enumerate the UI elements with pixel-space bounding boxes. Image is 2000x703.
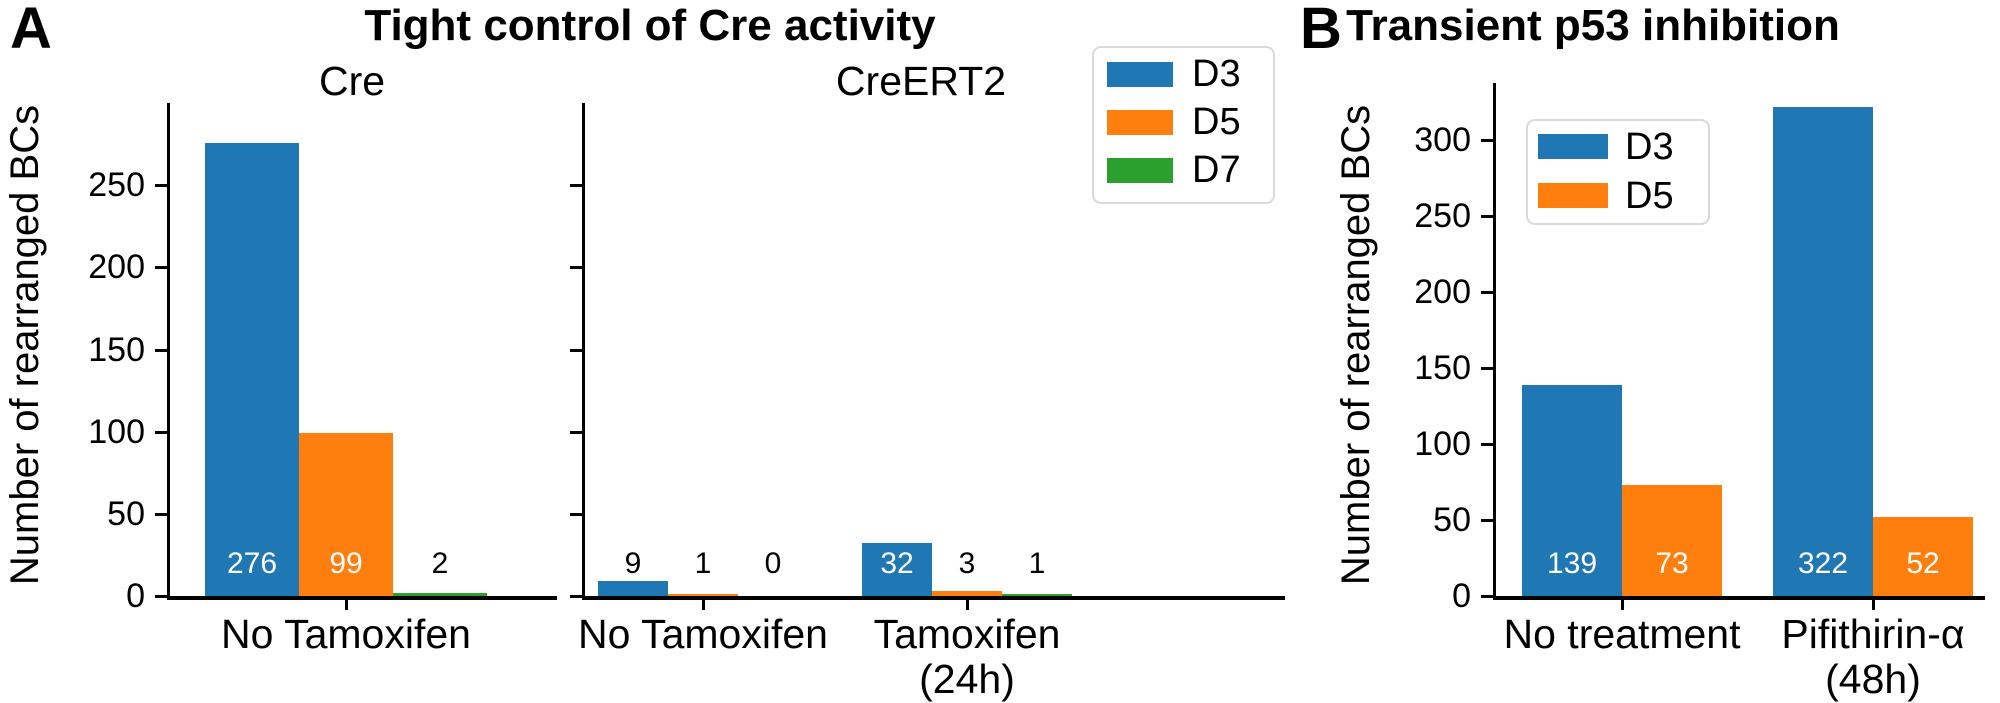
y-tick-mark — [155, 266, 167, 269]
legend-label: D5 — [1192, 101, 1241, 143]
bar — [862, 543, 932, 596]
y-tick-mark — [1481, 367, 1493, 370]
x-tick-mark — [702, 600, 705, 610]
panel-a-letter: A — [10, 0, 52, 61]
axis-spine-left — [582, 103, 585, 600]
legend-label: D5 — [1625, 174, 1674, 217]
axis-spine-bottom — [1493, 596, 1985, 600]
y-tick-label: 300 — [1414, 121, 1471, 159]
bar-value-label: 9 — [624, 547, 642, 580]
y-tick-label: 250 — [1414, 197, 1471, 235]
category-label: Pifithirin-α — [1781, 611, 1965, 657]
bar-value-label: 1 — [694, 547, 712, 580]
panel-a-title: Tight control of Cre activity — [364, 1, 936, 50]
y-tick-mark — [570, 513, 582, 516]
y-tick-mark — [155, 431, 167, 434]
bar-value-label: 73 — [1655, 547, 1689, 580]
y-tick-label: 50 — [107, 495, 145, 533]
bar — [598, 581, 668, 596]
subplot-creert2-title: CreERT2 — [835, 58, 1007, 104]
y-tick-label: 200 — [88, 248, 145, 286]
bar-value-label: 52 — [1906, 547, 1940, 580]
bar-value-label: 0 — [764, 547, 782, 580]
axis-spine-bottom — [582, 596, 1285, 600]
panel-b-title: Transient p53 inhibition — [1346, 1, 1840, 50]
bar — [1002, 594, 1072, 596]
x-tick-mark — [1621, 600, 1624, 610]
y-tick-mark — [155, 349, 167, 352]
y-tick-mark — [155, 184, 167, 187]
y-tick-mark — [1481, 139, 1493, 142]
bar-value-label: 276 — [226, 547, 278, 580]
y-tick-label: 50 — [1433, 501, 1471, 539]
y-tick-label: 100 — [1414, 425, 1471, 463]
category-label-line2: (48h) — [1825, 656, 1921, 702]
bar-value-label: 1 — [1028, 547, 1046, 580]
bar — [393, 593, 487, 596]
bar — [1773, 107, 1873, 596]
category-label-line2: (24h) — [919, 656, 1015, 702]
bar-value-label: 32 — [880, 547, 914, 580]
bar — [299, 433, 393, 596]
category-label: No Tamoxifen — [578, 611, 828, 657]
y-tick-mark — [570, 266, 582, 269]
y-tick-mark — [570, 349, 582, 352]
bar-value-label: 3 — [958, 547, 976, 580]
y-tick-label: 150 — [1414, 349, 1471, 387]
y-tick-mark — [1481, 443, 1493, 446]
y-tick-label: 0 — [1452, 577, 1471, 615]
subplot-cre-title: Cre — [318, 58, 386, 104]
legend-swatch — [1538, 134, 1608, 159]
y-tick-mark — [155, 513, 167, 516]
bar — [668, 594, 738, 596]
y-tick-mark — [155, 595, 167, 598]
category-label: No treatment — [1503, 611, 1741, 657]
y-tick-mark — [1481, 595, 1493, 598]
legend-swatch — [1107, 157, 1173, 183]
bar-value-label: 322 — [1797, 547, 1849, 580]
bar — [932, 591, 1002, 596]
y-tick-mark — [1481, 291, 1493, 294]
legend-swatch — [1538, 183, 1608, 208]
category-label: No Tamoxifen — [221, 611, 471, 657]
axis-spine-bottom — [167, 596, 557, 600]
y-tick-label: 150 — [88, 331, 145, 369]
bar — [1622, 485, 1722, 596]
legend-label: D3 — [1625, 125, 1674, 168]
y-tick-label: 250 — [88, 166, 145, 204]
x-tick-mark — [1872, 600, 1875, 610]
y-tick-mark — [1481, 215, 1493, 218]
bar — [1873, 517, 1973, 596]
bar-value-label: 139 — [1546, 547, 1598, 580]
category-label: Tamoxifen — [873, 611, 1061, 657]
legend-swatch — [1107, 109, 1173, 135]
y-tick-label: 200 — [1414, 273, 1471, 311]
axis-spine-left — [167, 103, 170, 600]
legend-label: D7 — [1192, 149, 1241, 191]
y-tick-mark — [1481, 519, 1493, 522]
legend-label: D3 — [1192, 53, 1241, 95]
y-tick-mark — [570, 184, 582, 187]
y-tick-label: 0 — [126, 577, 145, 615]
bar-value-label: 2 — [431, 547, 449, 580]
y-tick-mark — [570, 431, 582, 434]
x-tick-mark — [966, 600, 969, 610]
y-tick-label: 100 — [88, 413, 145, 451]
x-tick-mark — [345, 600, 348, 610]
bar-value-label: 99 — [329, 547, 363, 580]
legend-swatch — [1107, 61, 1173, 87]
bar — [205, 143, 299, 596]
panel-b-letter: B — [1300, 0, 1342, 61]
bar — [1522, 385, 1622, 596]
axis-spine-left — [1493, 83, 1496, 600]
y-tick-mark — [570, 595, 582, 598]
